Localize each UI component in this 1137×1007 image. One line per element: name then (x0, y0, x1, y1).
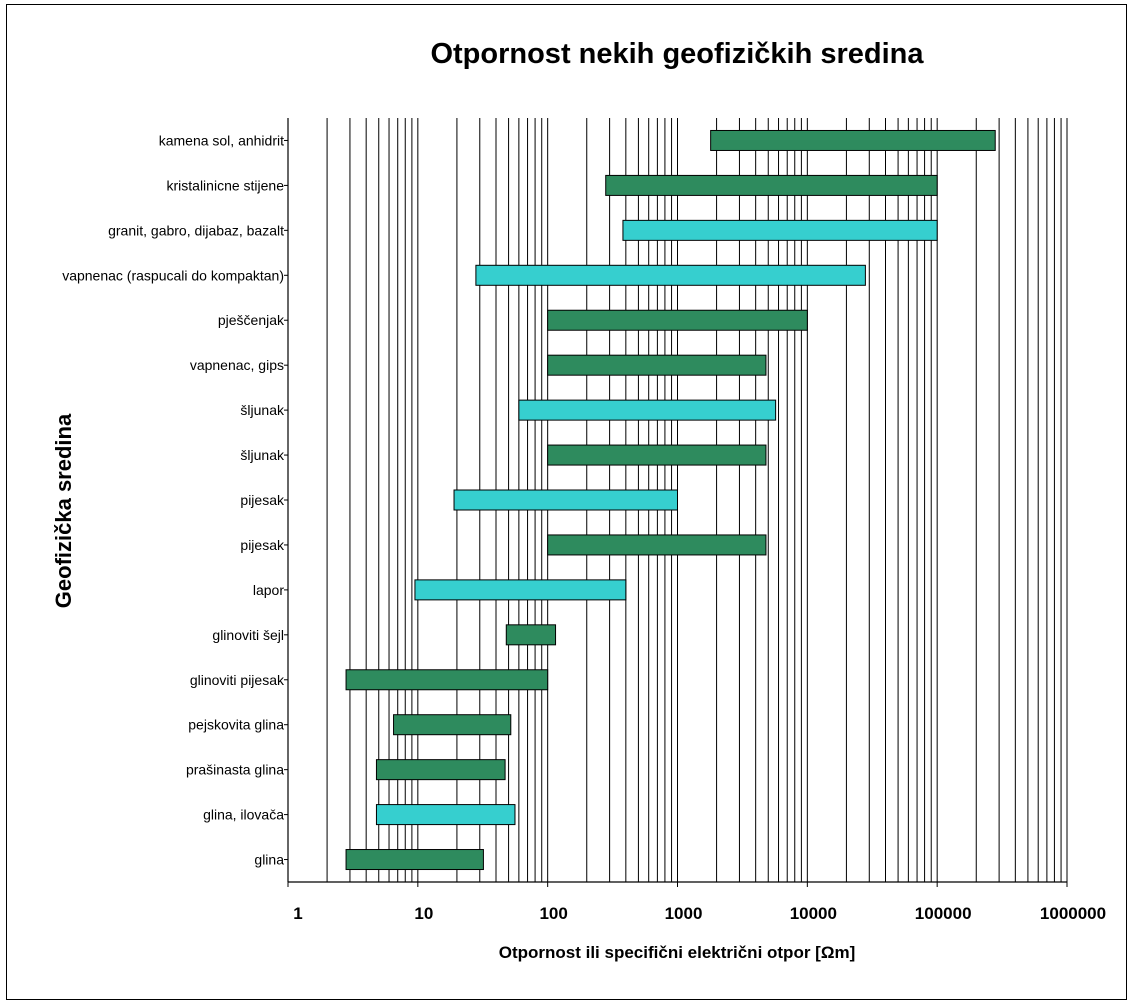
category-label: pejskovita glina (188, 717, 284, 733)
range-bar (505, 624, 557, 646)
category-label: šljunak (240, 402, 285, 418)
range-bar (605, 174, 938, 196)
range-bar (547, 309, 808, 331)
range-bar (518, 399, 777, 421)
category-label: glina (254, 852, 284, 868)
category-label: vapnenac (raspucali do kompaktan) (62, 267, 284, 283)
chart-title: Otpornost nekih geofizičkih sredina (430, 38, 924, 70)
category-label: pješčenjak (218, 312, 285, 328)
x-axis-label: Otpornost ili specifični električni otpo… (498, 943, 856, 962)
category-label: kristalinicne stijene (167, 177, 285, 193)
range-bar (393, 714, 512, 736)
range-bar (375, 759, 506, 781)
x-tick-label: 100 (539, 904, 567, 923)
category-label: kamena sol, anhidrit (159, 132, 284, 148)
category-label: pijesak (240, 492, 285, 508)
range-bar (453, 489, 678, 511)
x-tick-label: 1000000 (1040, 904, 1106, 923)
range-bar (547, 534, 767, 556)
category-label: glinoviti pijesak (190, 672, 285, 688)
category-label: pijesak (240, 537, 285, 553)
range-bar (547, 354, 767, 376)
category-label: lapor (253, 582, 284, 598)
category-label: granit, gabro, dijabaz, bazalt (108, 222, 284, 238)
x-tick-label: 1 (293, 904, 302, 923)
category-label: vapnenac, gips (190, 357, 284, 373)
x-tick-label: 1000 (665, 904, 703, 923)
range-bar (475, 264, 866, 286)
x-tick-label: 10 (414, 904, 433, 923)
range-bar (414, 579, 627, 601)
range-bar (710, 129, 996, 151)
category-label: šljunak (240, 447, 285, 463)
category-label: prašinasta glina (186, 762, 284, 778)
range-bar (547, 444, 767, 466)
range-bar (345, 669, 549, 691)
range-bar (345, 849, 484, 871)
x-tick-label: 100000 (915, 904, 972, 923)
x-tick-label: 10000 (790, 904, 837, 923)
range-bar (375, 804, 516, 826)
category-label: glina, ilovača (203, 807, 284, 823)
category-label: glinoviti šejl (212, 627, 284, 643)
range-bar (622, 219, 938, 241)
